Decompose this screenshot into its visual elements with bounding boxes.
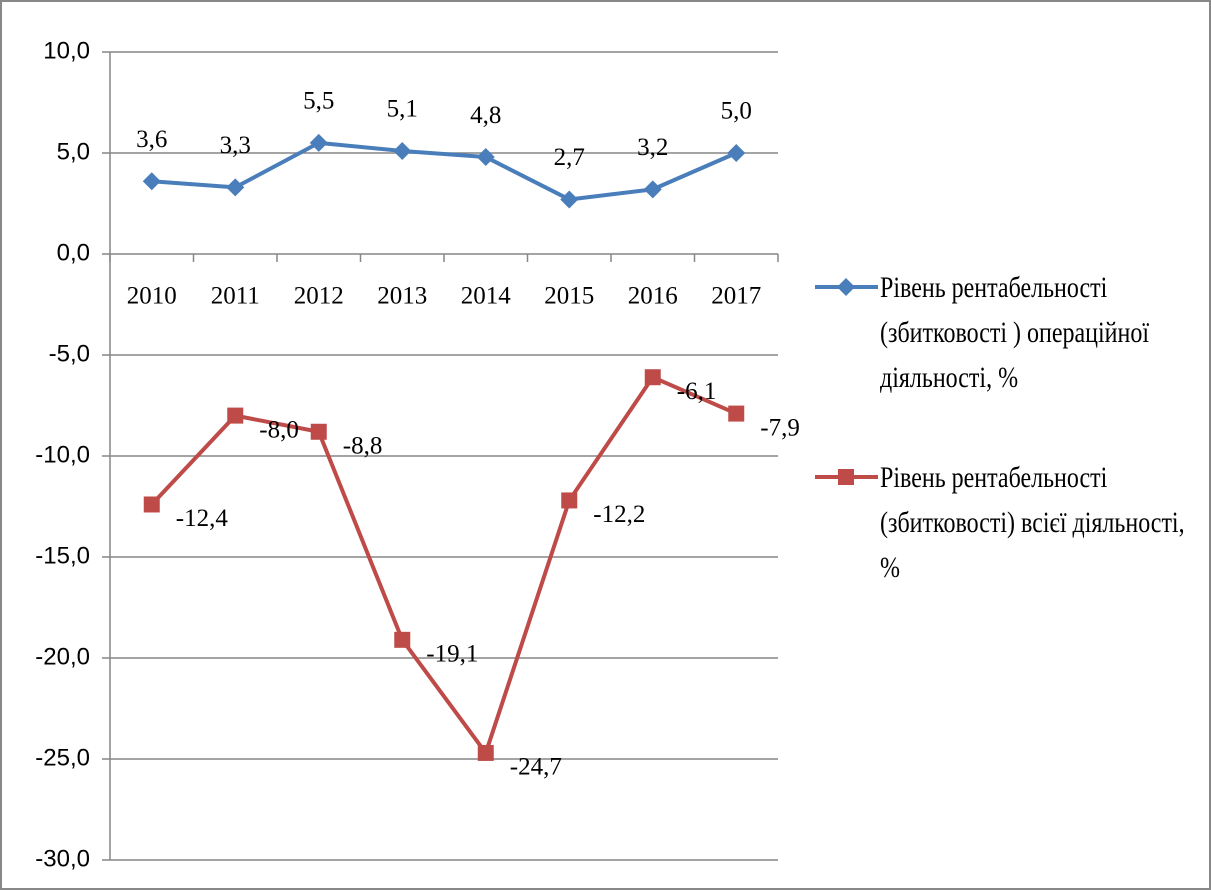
marker	[838, 469, 854, 485]
data-label: -12,4	[176, 505, 229, 532]
data-label: -12,2	[593, 501, 645, 528]
data-label: 3,6	[136, 126, 167, 153]
data-label: 5,5	[303, 88, 334, 115]
marker	[644, 369, 661, 386]
x-tick-label: 2017	[711, 283, 761, 310]
y-tick-label: 0,0	[57, 239, 90, 266]
marker	[226, 178, 245, 197]
marker	[476, 148, 495, 167]
y-tick-label: -10,0	[35, 441, 90, 468]
x-tick-label: 2014	[461, 283, 512, 310]
x-tick-label: 2013	[377, 283, 427, 310]
data-label: 5,0	[721, 98, 752, 125]
data-label: -24,7	[510, 754, 562, 781]
y-tick-label: -30,0	[35, 845, 90, 872]
marker	[309, 133, 328, 152]
marker	[561, 492, 578, 509]
marker	[143, 496, 160, 513]
y-tick-label: 5,0	[57, 138, 90, 165]
marker	[477, 744, 494, 761]
legend-label: Рівень рентабельності (збитковості ) опе…	[880, 271, 1150, 394]
series-line	[150, 375, 738, 755]
x-tick-label: 2016	[628, 283, 678, 310]
series-line	[151, 140, 738, 202]
y-tick-label: -5,0	[49, 340, 90, 367]
y-tick-label: -20,0	[35, 643, 90, 670]
legend-label: Рівень рентабельності (збитковості) всіє…	[880, 461, 1185, 584]
marker	[728, 405, 745, 422]
data-label: -8,8	[343, 432, 383, 459]
data-label: -6,1	[677, 378, 717, 405]
data-label: -7,9	[760, 414, 800, 441]
data-label: -8,0	[259, 416, 299, 443]
marker	[727, 144, 746, 162]
marker	[560, 190, 579, 209]
marker	[142, 172, 161, 191]
data-label: 2,7	[554, 144, 585, 171]
x-tick-label: 2010	[127, 283, 177, 310]
data-label: 4,8	[470, 102, 501, 129]
y-tick-label: -25,0	[35, 744, 90, 771]
marker	[310, 423, 327, 440]
x-tick-label: 2015	[544, 283, 594, 310]
data-label: 3,3	[220, 132, 251, 159]
y-tick-label: 10,0	[43, 37, 90, 64]
x-tick-label: 2011	[211, 283, 260, 310]
x-tick-label: 2012	[294, 283, 344, 310]
marker	[393, 141, 412, 160]
data-label: -19,1	[426, 641, 478, 668]
data-label: 3,2	[637, 134, 668, 161]
marker	[394, 631, 411, 648]
marker	[643, 180, 662, 199]
marker	[837, 278, 855, 296]
marker	[227, 407, 244, 424]
y-tick-label: -15,0	[35, 542, 90, 569]
data-label: 5,1	[387, 96, 418, 123]
